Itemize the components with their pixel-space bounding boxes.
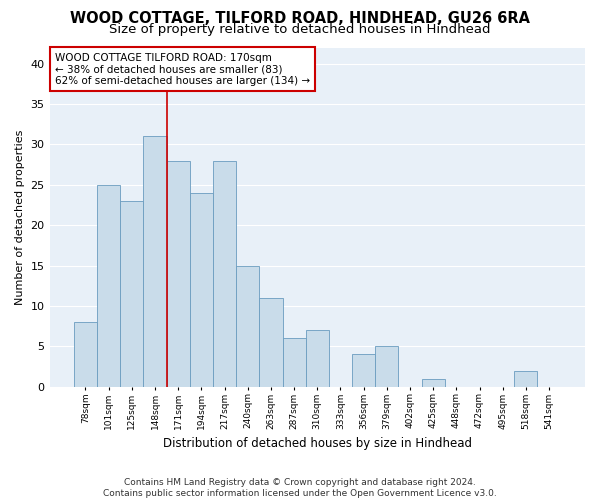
Bar: [120, 201, 143, 386]
Bar: [514, 370, 538, 386]
Bar: [167, 160, 190, 386]
Text: Contains HM Land Registry data © Crown copyright and database right 2024.
Contai: Contains HM Land Registry data © Crown c…: [103, 478, 497, 498]
Y-axis label: Number of detached properties: Number of detached properties: [15, 130, 25, 305]
Bar: [236, 266, 259, 386]
Bar: [97, 185, 120, 386]
Bar: [305, 330, 329, 386]
Bar: [190, 193, 213, 386]
Text: WOOD COTTAGE, TILFORD ROAD, HINDHEAD, GU26 6RA: WOOD COTTAGE, TILFORD ROAD, HINDHEAD, GU…: [70, 11, 530, 26]
Text: Size of property relative to detached houses in Hindhead: Size of property relative to detached ho…: [109, 22, 491, 36]
Text: WOOD COTTAGE TILFORD ROAD: 170sqm
← 38% of detached houses are smaller (83)
62% : WOOD COTTAGE TILFORD ROAD: 170sqm ← 38% …: [55, 52, 310, 86]
Bar: [74, 322, 97, 386]
Bar: [352, 354, 375, 386]
X-axis label: Distribution of detached houses by size in Hindhead: Distribution of detached houses by size …: [163, 437, 472, 450]
Bar: [213, 160, 236, 386]
Bar: [375, 346, 398, 387]
Bar: [259, 298, 283, 386]
Bar: [283, 338, 305, 386]
Bar: [422, 378, 445, 386]
Bar: [143, 136, 167, 386]
